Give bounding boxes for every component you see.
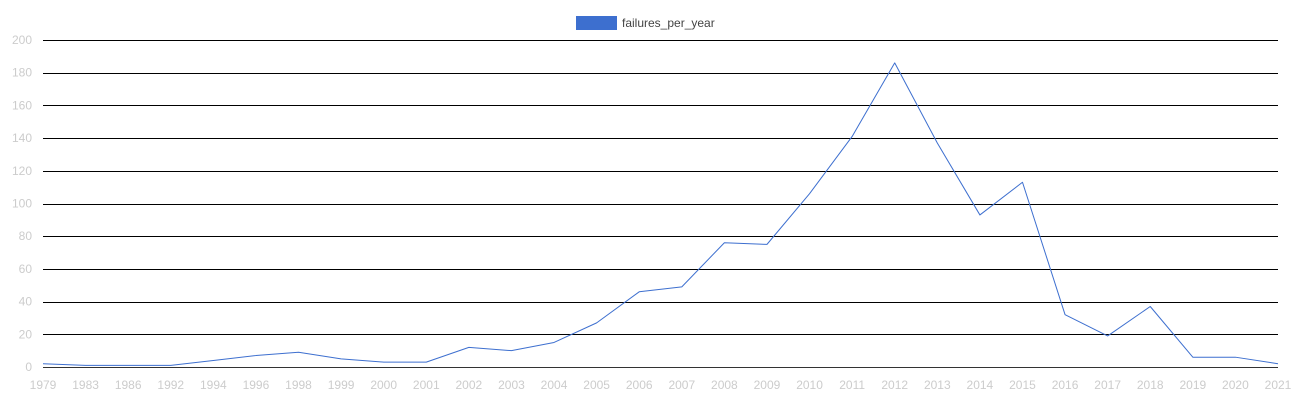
legend-label-failures-per-year: failures_per_year: [622, 16, 715, 30]
x-tick-label: 1996: [243, 378, 270, 392]
data-point[interactable]: [82, 361, 90, 369]
x-tick-label: 2000: [370, 378, 397, 392]
y-tick-label: 20: [19, 327, 33, 341]
data-point[interactable]: [209, 356, 217, 364]
x-tick-label: 2007: [668, 378, 695, 392]
x-tick-label: 2019: [1179, 378, 1206, 392]
x-tick-label: 2021: [1265, 378, 1292, 392]
gridlines: [43, 40, 1278, 368]
x-tick-label: 2015: [1009, 378, 1036, 392]
data-point[interactable]: [167, 361, 175, 369]
data-point[interactable]: [635, 288, 643, 296]
data-point[interactable]: [39, 360, 47, 368]
y-tick-label: 160: [12, 98, 32, 112]
data-point[interactable]: [976, 211, 984, 219]
y-tick-label: 180: [12, 66, 32, 80]
x-tick-label: 1986: [115, 378, 142, 392]
y-tick-label: 40: [19, 295, 33, 309]
y-axis-tick-labels: 0 20 40 60 80 100 120 140 160 180 200: [12, 33, 32, 374]
data-point[interactable]: [1018, 178, 1026, 186]
data-point[interactable]: [422, 358, 430, 366]
y-tick-label: 200: [12, 33, 32, 47]
y-tick-label: 140: [12, 131, 32, 145]
data-point[interactable]: [678, 283, 686, 291]
data-point[interactable]: [848, 132, 856, 140]
y-tick-label: 0: [25, 360, 32, 374]
data-point[interactable]: [1189, 353, 1197, 361]
x-tick-label: 2004: [541, 378, 568, 392]
data-point[interactable]: [1231, 353, 1239, 361]
data-point[interactable]: [380, 358, 388, 366]
data-point[interactable]: [337, 355, 345, 363]
x-tick-label: 1998: [285, 378, 312, 392]
x-tick-label: 2001: [413, 378, 440, 392]
series-group: [39, 59, 1282, 369]
data-point[interactable]: [465, 343, 473, 351]
data-point[interactable]: [933, 139, 941, 147]
x-tick-label: 2018: [1137, 378, 1164, 392]
data-point[interactable]: [124, 361, 132, 369]
x-tick-label: 2006: [626, 378, 653, 392]
x-tick-label: 1979: [30, 378, 57, 392]
y-tick-label: 120: [12, 164, 32, 178]
x-tick-label: 2020: [1222, 378, 1249, 392]
data-point[interactable]: [1104, 332, 1112, 340]
series-line-failures-per-year[interactable]: [42, 62, 1279, 366]
x-tick-label: 2011: [839, 378, 865, 392]
x-tick-label: 2008: [711, 378, 738, 392]
data-point[interactable]: [1061, 311, 1069, 319]
x-tick-label: 2010: [796, 378, 823, 392]
x-tick-label: 2005: [583, 378, 610, 392]
data-point[interactable]: [1274, 360, 1282, 368]
data-point[interactable]: [763, 240, 771, 248]
x-tick-label: 2009: [754, 378, 781, 392]
x-tick-label: 2014: [967, 378, 994, 392]
x-tick-label: 2003: [498, 378, 525, 392]
x-tick-label: 1999: [328, 378, 355, 392]
x-axis-tick-labels: 1979 1983 1986 1992 1994 1996 1998 1999 2000 2001…: [30, 378, 1292, 392]
data-point[interactable]: [295, 348, 303, 356]
x-tick-label: 2017: [1094, 378, 1121, 392]
y-tick-label: 60: [19, 262, 33, 276]
x-tick-label: 2013: [924, 378, 951, 392]
legend-swatch: [576, 16, 617, 30]
data-point[interactable]: [806, 190, 814, 198]
data-point[interactable]: [593, 319, 601, 327]
data-point[interactable]: [507, 347, 515, 355]
data-point[interactable]: [720, 239, 728, 247]
x-tick-label: 1983: [72, 378, 99, 392]
x-tick-label: 2002: [456, 378, 483, 392]
data-point[interactable]: [891, 59, 899, 67]
y-tick-label: 100: [12, 197, 32, 211]
x-tick-label: 2016: [1052, 378, 1079, 392]
x-tick-label: 1994: [200, 378, 227, 392]
legend[interactable]: failures_per_year: [576, 16, 715, 30]
y-tick-label: 80: [19, 229, 33, 243]
data-point[interactable]: [550, 338, 558, 346]
data-point[interactable]: [252, 352, 260, 360]
data-point[interactable]: [1146, 303, 1154, 311]
x-tick-label: 2012: [881, 378, 908, 392]
x-tick-label: 1992: [157, 378, 184, 392]
